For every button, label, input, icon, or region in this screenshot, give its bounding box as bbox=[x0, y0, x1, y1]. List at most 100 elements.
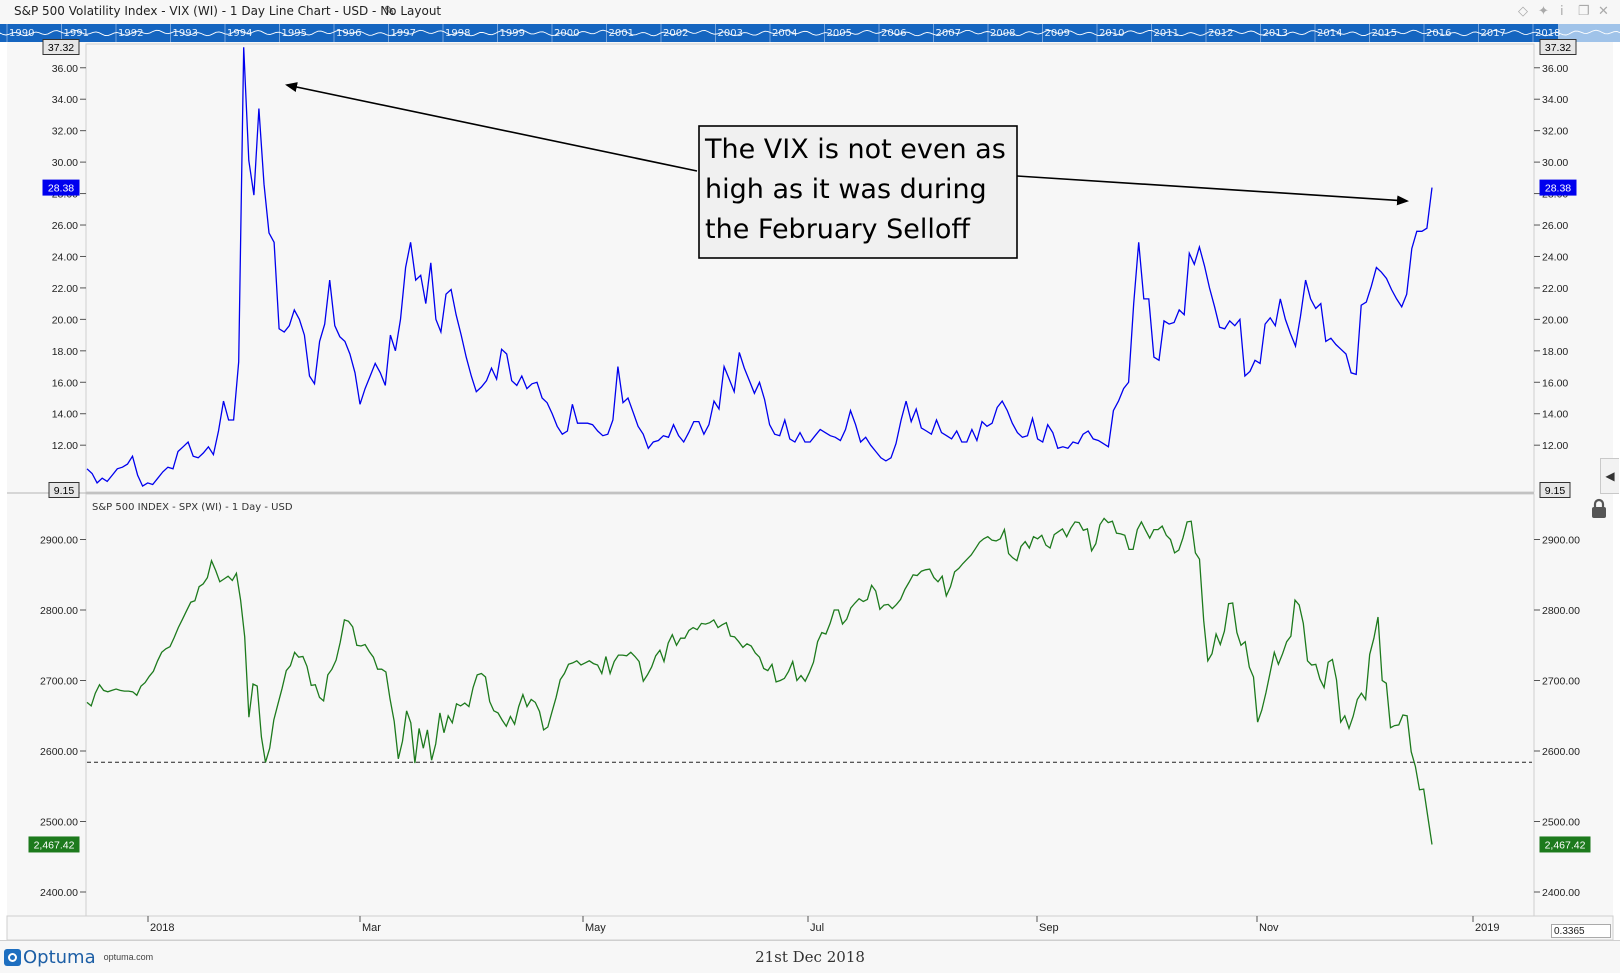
optuma-logo: Optuma optuma.com bbox=[4, 946, 153, 968]
vix-y-tick-right: 14.00 bbox=[1542, 409, 1568, 421]
pin-icon[interactable]: ✦ bbox=[1538, 3, 1549, 18]
diamond-icon[interactable]: ◇ bbox=[1518, 3, 1528, 18]
overview-year-label: 2007 bbox=[936, 28, 961, 39]
spx-y-tick-right: 2400.00 bbox=[1542, 887, 1580, 899]
spx-last-value-left-box bbox=[28, 836, 80, 853]
vix-y-tick-right: 26.00 bbox=[1542, 220, 1568, 232]
overview-year-label: 1991 bbox=[64, 28, 89, 39]
x-tick-label: Nov bbox=[1259, 922, 1279, 934]
footer-bar: Optuma optuma.com 21st Dec 2018 bbox=[0, 940, 1620, 973]
close-icon[interactable]: ✕ bbox=[1598, 3, 1609, 18]
vix-y-tick-left: 16.00 bbox=[52, 377, 78, 389]
vix-y-tick-left: 32.00 bbox=[52, 126, 78, 138]
vix-min-label-right-box bbox=[1539, 482, 1571, 498]
overview-year-label: 2010 bbox=[1099, 28, 1124, 39]
vix-last-value-right-box bbox=[1539, 179, 1577, 196]
zoom-input[interactable]: 0.3365 bbox=[1551, 924, 1611, 938]
window-title: S&P 500 Volatility Index - VIX (WI) - 1 … bbox=[14, 4, 442, 18]
spx-pane-title: S&P 500 INDEX - SPX (WI) - 1 Day - USD bbox=[92, 502, 293, 513]
overview-year-label: 2002 bbox=[663, 28, 688, 39]
spx-y-tick-right: 2500.00 bbox=[1542, 817, 1580, 829]
overview-year-label: 2015 bbox=[1372, 28, 1397, 39]
spx-y-tick-right: 2900.00 bbox=[1542, 535, 1580, 547]
restore-icon[interactable]: ❐ bbox=[1578, 3, 1590, 18]
overview-year-label: 2001 bbox=[609, 28, 634, 39]
vix-pane[interactable] bbox=[85, 43, 1535, 493]
spx-y-tick-left: 2900.00 bbox=[40, 535, 78, 547]
vix-y-tick-left: 12.00 bbox=[52, 440, 78, 452]
vix-y-tick-right: 34.00 bbox=[1542, 94, 1568, 106]
vix-max-label-right-box bbox=[1539, 39, 1577, 55]
x-tick-label: Mar bbox=[362, 922, 381, 934]
vix-min-label-left-box bbox=[48, 482, 80, 498]
overview-strip[interactable]: 1990 1991 1992 1993 1994 1995 1996 1997 1998 1999… bbox=[0, 24, 1620, 42]
spx-y-tick-right: 2600.00 bbox=[1542, 746, 1580, 758]
spx-y-tick-right: 2800.00 bbox=[1542, 605, 1580, 617]
spx-y-tick-left: 2500.00 bbox=[40, 817, 78, 829]
annotation-line-3: the February Selloff bbox=[705, 214, 971, 245]
vix-max-label-right: 37.32 bbox=[1545, 42, 1571, 54]
x-tick-label: 2019 bbox=[1475, 922, 1499, 934]
vix-max-label-left-box bbox=[42, 39, 80, 55]
spx-series-line bbox=[86, 517, 1433, 845]
vix-y-tick-left: 36.00 bbox=[52, 63, 78, 75]
vix-y-tick-right: 32.00 bbox=[1542, 126, 1568, 138]
vix-y-tick-left: 20.00 bbox=[52, 314, 78, 326]
x-axis-bar bbox=[6, 915, 1614, 940]
vix-y-tick-left: 34.00 bbox=[52, 94, 78, 106]
spx-last-value-left: 2,467.42 bbox=[34, 839, 75, 851]
spx-y-tick-right: 2700.00 bbox=[1542, 676, 1580, 688]
annotation-box[interactable] bbox=[698, 125, 1018, 259]
chevron-left-icon[interactable]: ◀ bbox=[1600, 458, 1619, 494]
optuma-logo-mark bbox=[4, 948, 21, 966]
vix-min-label-left: 9.15 bbox=[54, 485, 75, 497]
footer-date: 21st Dec 2018 bbox=[755, 948, 865, 966]
chart-area[interactable]: 12.00 12.00 14.00 14.00 16.00 16.00 18.00 18.00… bbox=[0, 0, 1620, 940]
spx-last-value-right: 2,467.42 bbox=[1545, 839, 1586, 851]
vix-y-tick-left: 30.00 bbox=[52, 157, 78, 169]
overview-year-label: 1993 bbox=[173, 28, 198, 39]
annotation-arrow-right bbox=[1016, 175, 1409, 206]
overview-year-label: 2014 bbox=[1317, 28, 1342, 39]
pencil-icon[interactable]: ✎ bbox=[384, 3, 395, 18]
x-tick-label: Sep bbox=[1039, 922, 1059, 934]
overview-year-label: 2018 bbox=[1535, 28, 1560, 39]
spx-y-tick-left: 2600.00 bbox=[40, 746, 78, 758]
overview-year-label: 2003 bbox=[718, 28, 743, 39]
vix-last-value-right: 28.38 bbox=[1545, 183, 1571, 195]
vix-y-tick-left: 18.00 bbox=[52, 346, 78, 358]
spx-y-tick-left: 2800.00 bbox=[40, 605, 78, 617]
overview-year-label: 2008 bbox=[990, 28, 1015, 39]
overview-year-label: 1994 bbox=[227, 28, 252, 39]
spx-y-tick-left: 2400.00 bbox=[40, 887, 78, 899]
x-tick-label: Jul bbox=[810, 922, 824, 934]
x-tick-label: 2018 bbox=[150, 922, 174, 934]
vix-y-tick-left: 22.00 bbox=[52, 283, 78, 295]
vix-y-tick-right: 16.00 bbox=[1542, 377, 1568, 389]
vix-max-label-left: 37.32 bbox=[48, 42, 74, 54]
vix-y-tick-right: 24.00 bbox=[1542, 251, 1568, 263]
vix-y-tick-right: 12.00 bbox=[1542, 440, 1568, 452]
spx-pane[interactable] bbox=[85, 493, 1535, 917]
overview-year-label: 1995 bbox=[282, 28, 307, 39]
vix-y-tick-left: 14.00 bbox=[52, 409, 78, 421]
vix-y-tick-right: 20.00 bbox=[1542, 314, 1568, 326]
overview-year-label: 1998 bbox=[445, 28, 470, 39]
overview-year-label: 1997 bbox=[391, 28, 416, 39]
annotation-arrow-left bbox=[285, 82, 698, 172]
vix-y-tick-left: 26.00 bbox=[52, 220, 78, 232]
vix-y-tick-right: 22.00 bbox=[1542, 283, 1568, 295]
vix-last-value-left-box bbox=[42, 179, 80, 196]
overview-year-label: 2005 bbox=[827, 28, 852, 39]
spx-last-value-right-box bbox=[1539, 836, 1591, 853]
overview-history-line bbox=[0, 29, 1620, 37]
vix-y-tick-right: 30.00 bbox=[1542, 157, 1568, 169]
vix-y-tick-right: 18.00 bbox=[1542, 346, 1568, 358]
info-icon[interactable]: ⅰ bbox=[1560, 3, 1564, 18]
annotation-line-1: The VIX is not even as bbox=[704, 134, 1006, 165]
lock-icon[interactable] bbox=[1588, 497, 1610, 519]
optuma-logo-url: optuma.com bbox=[103, 952, 154, 962]
annotation-line-2: high as it was during bbox=[705, 174, 987, 205]
vix-last-value-left: 28.38 bbox=[48, 183, 74, 195]
overview-year-label: 2017 bbox=[1481, 28, 1506, 39]
